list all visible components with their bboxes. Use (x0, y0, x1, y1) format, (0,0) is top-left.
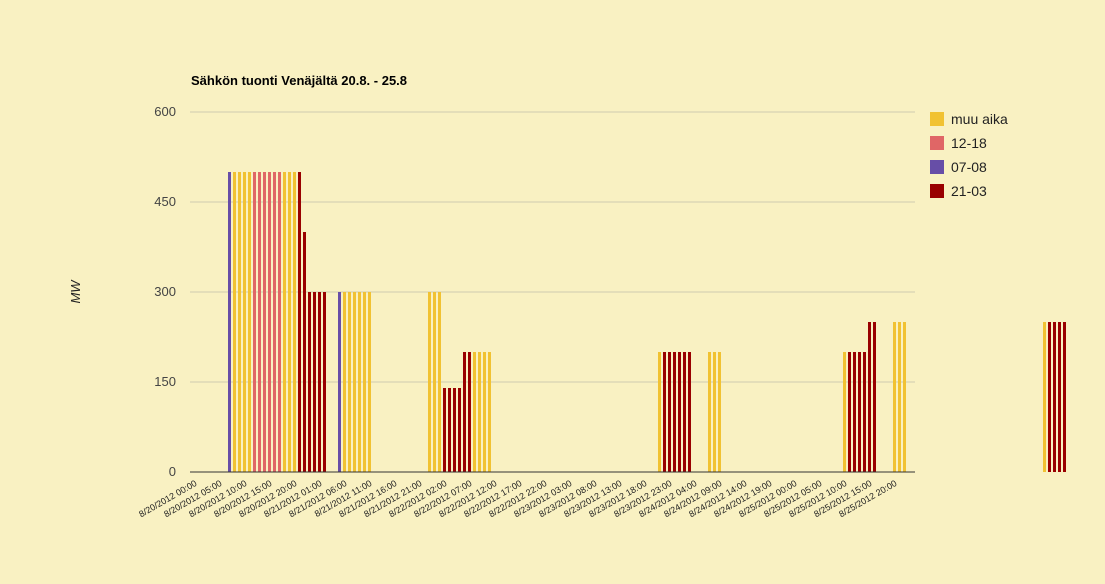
bar (338, 292, 341, 472)
bar (463, 352, 466, 472)
bar (1043, 322, 1046, 472)
bar (353, 292, 356, 472)
bar (358, 292, 361, 472)
bar (488, 352, 491, 472)
legend-label: 21-03 (951, 183, 987, 199)
bar (708, 352, 711, 472)
bar (853, 352, 856, 472)
bar (673, 352, 676, 472)
bar (843, 352, 846, 472)
legend-swatch (930, 160, 944, 174)
bar (1053, 322, 1056, 472)
bar (248, 172, 251, 472)
bar (478, 352, 481, 472)
bar (668, 352, 671, 472)
legend-swatch (930, 136, 944, 150)
bar (893, 322, 896, 472)
bar (368, 292, 371, 472)
bar (453, 388, 456, 472)
bar (1048, 322, 1051, 472)
bar (288, 172, 291, 472)
bar (313, 292, 316, 472)
bar (243, 172, 246, 472)
bar (473, 352, 476, 472)
bar (713, 352, 716, 472)
legend-label: muu aika (951, 111, 1008, 127)
legend-label: 07-08 (951, 159, 987, 175)
bar (258, 172, 261, 472)
bar (903, 322, 906, 472)
bar (238, 172, 241, 472)
bar (303, 232, 306, 472)
bar (253, 172, 256, 472)
bar (483, 352, 486, 472)
bar (683, 352, 686, 472)
bar (428, 292, 431, 472)
bar (308, 292, 311, 472)
bar (688, 352, 691, 472)
bar (228, 172, 231, 472)
legend-swatch (930, 112, 944, 126)
bar (433, 292, 436, 472)
bar (848, 352, 851, 472)
bar (318, 292, 321, 472)
bar (268, 172, 271, 472)
bar (233, 172, 236, 472)
bar (298, 172, 301, 472)
legend-item[interactable]: muu aika (930, 111, 1008, 127)
bars (228, 172, 1066, 472)
y-tick-label: 0 (169, 464, 176, 479)
bar (468, 352, 471, 472)
legend-item[interactable]: 07-08 (930, 159, 987, 175)
bar (718, 352, 721, 472)
bar (278, 172, 281, 472)
chart-title: Sähkön tuonti Venäjältä 20.8. - 25.8 (191, 73, 407, 88)
y-axis-label: MW (68, 279, 83, 304)
bar (663, 352, 666, 472)
bar (363, 292, 366, 472)
legend-label: 12-18 (951, 135, 987, 151)
y-tick-label: 600 (154, 104, 176, 119)
bar (658, 352, 661, 472)
bar (263, 172, 266, 472)
bar (343, 292, 346, 472)
bar (438, 292, 441, 472)
bar (283, 172, 286, 472)
bar (323, 292, 326, 472)
bar (348, 292, 351, 472)
y-tick-label: 450 (154, 194, 176, 209)
bar (873, 322, 876, 472)
bar (1058, 322, 1061, 472)
bar (863, 352, 866, 472)
bar (458, 388, 461, 472)
legend-item[interactable]: 12-18 (930, 135, 987, 151)
bar (448, 388, 451, 472)
bar (858, 352, 861, 472)
y-tick-label: 150 (154, 374, 176, 389)
bar (1063, 322, 1066, 472)
bar (443, 388, 446, 472)
y-tick-labels: 0 150 300 450 600 (154, 104, 176, 479)
bar (868, 322, 871, 472)
legend-swatch (930, 184, 944, 198)
legend-item[interactable]: 21-03 (930, 183, 987, 199)
bar (293, 172, 296, 472)
bar (678, 352, 681, 472)
bar (273, 172, 276, 472)
x-tick-labels: 8/20/2012 00:008/20/2012 05:008/20/2012 … (137, 478, 898, 519)
legend: muu aika 12-18 07-08 21-03 (930, 111, 1008, 199)
y-tick-label: 300 (154, 284, 176, 299)
bar (898, 322, 901, 472)
